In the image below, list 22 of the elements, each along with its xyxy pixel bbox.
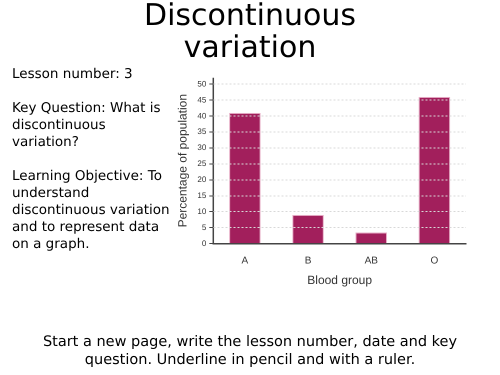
y-tick-label: 10 xyxy=(197,206,207,216)
text: Lesson number: 3 xyxy=(12,66,134,83)
y-tick-label: 5 xyxy=(202,222,207,232)
text: Key Question: What is discontinuous variation? xyxy=(12,100,162,151)
text: Learning Objective: To understand discontinuous variation and to represent data on a graph. xyxy=(12,168,171,253)
y-tick-label: 45 xyxy=(197,95,207,104)
x-tick-label: AB xyxy=(364,255,378,266)
x-tick-label: A xyxy=(242,255,249,266)
y-tick-label: 40 xyxy=(197,111,207,120)
y-tick-label: 25 xyxy=(197,159,207,168)
y-axis-title: Percentage of population xyxy=(176,94,190,228)
chart-title: Discontinuous variation xyxy=(142,0,358,65)
y-tick-label: 35 xyxy=(197,127,207,136)
y-tick-label: 30 xyxy=(197,143,207,152)
y-tick-label: 50 xyxy=(197,79,207,88)
x-tick-label: B xyxy=(304,255,312,266)
y-tick-label: 0 xyxy=(202,238,207,248)
y-tick-label: 15 xyxy=(197,190,207,200)
y-tick-label: 20 xyxy=(197,175,207,184)
text: Start a new page, write the lesson number, date and key question. Underline in pencil and with a ruler. xyxy=(42,333,458,369)
x-axis-title: Blood group xyxy=(307,273,372,288)
x-tick-label: O xyxy=(430,255,439,266)
